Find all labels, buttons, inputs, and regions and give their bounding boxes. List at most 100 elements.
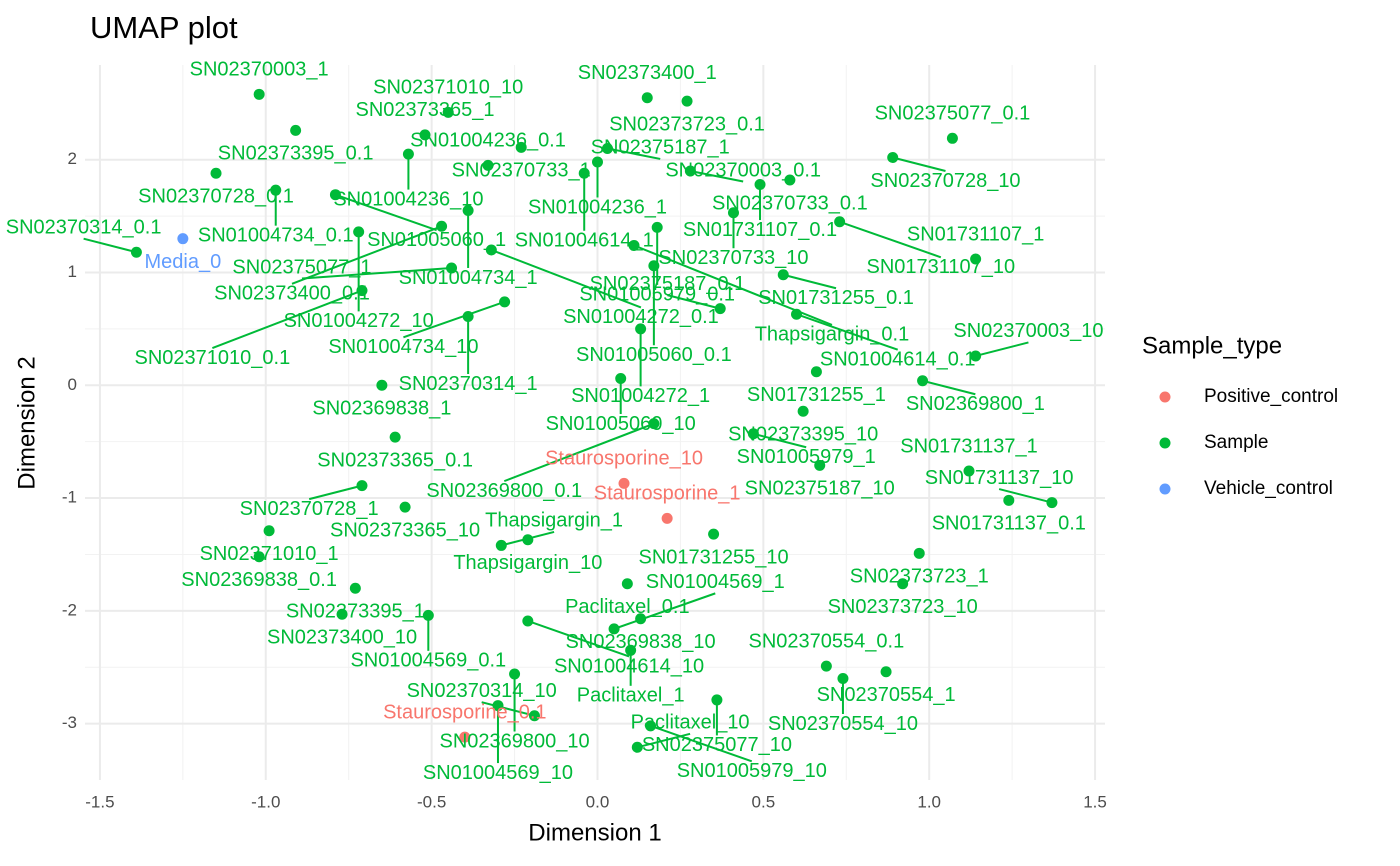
point-label: SN02373400_10 — [267, 627, 417, 649]
label-leader — [481, 701, 535, 717]
legend-label: Sample — [1204, 432, 1268, 453]
point — [336, 608, 348, 620]
point-label: SN01004272_1 — [571, 385, 710, 407]
point-label: SN01004614_10 — [554, 655, 704, 677]
point — [645, 720, 657, 732]
point — [356, 480, 368, 492]
label-leader — [291, 225, 442, 285]
point-label: SN01731255_1 — [747, 384, 886, 406]
point — [578, 167, 590, 179]
label-leader — [650, 724, 753, 763]
point — [635, 323, 647, 335]
point-label: SN02373723_0.1 — [609, 113, 765, 135]
x-tick-label: 0.0 — [586, 792, 610, 811]
point — [270, 184, 282, 196]
point-label: SN01004734_10 — [328, 336, 478, 358]
point-label: Thapsigargin_1 — [485, 510, 623, 532]
label-leader — [922, 379, 976, 396]
point-label: Staurosporine_1 — [594, 483, 741, 505]
x-tick-label: -1.5 — [85, 792, 114, 811]
point-label: SN02370733_1 — [452, 160, 591, 182]
point — [621, 578, 633, 590]
x-tick-label: -1.0 — [251, 792, 280, 811]
point — [495, 539, 507, 551]
point-label: SN01731255_0.1 — [758, 287, 914, 309]
legend-label: Vehicle_control — [1204, 478, 1333, 499]
y-tick-label: -3 — [62, 713, 77, 732]
point-label: SN01004272_0.1 — [563, 306, 719, 328]
point-label: SN02370733_0.1 — [712, 192, 868, 214]
point — [708, 528, 720, 540]
point-label: SN01005060_1 — [367, 229, 506, 251]
point-label: SN01731255_10 — [639, 546, 789, 568]
point — [356, 285, 368, 297]
point — [389, 431, 401, 443]
point-label: SN02370728_0.1 — [138, 186, 294, 208]
point-label: SN01005060_0.1 — [576, 344, 732, 366]
point-label: SN02370314_10 — [407, 680, 557, 702]
point — [130, 246, 142, 258]
point — [641, 92, 653, 104]
point — [887, 151, 899, 163]
labels: Staurosporine_10 Staurosporine_1 Staurospo… — [6, 59, 1104, 784]
point — [648, 260, 660, 272]
point — [422, 609, 434, 621]
point — [631, 741, 643, 753]
point-label: SN01004734_0.1 — [198, 224, 354, 246]
label-leader — [490, 249, 642, 309]
point — [509, 668, 521, 680]
point-label: SN01731107_1 — [907, 223, 1045, 245]
point — [791, 308, 803, 320]
label-leader — [83, 237, 137, 254]
legend-key — [1159, 483, 1171, 495]
point-label: SN01005060_10 — [546, 413, 696, 435]
label-leader — [403, 300, 505, 339]
label-leader — [335, 193, 437, 232]
point — [399, 501, 411, 513]
x-axis-label: Dimension 1 — [528, 819, 661, 846]
label-leader — [301, 266, 452, 280]
point-label: SN01004614_1 — [515, 230, 654, 252]
point-label: SN02370314_0.1 — [6, 216, 162, 238]
label-leader — [998, 488, 1053, 504]
point-label: SN01004272_10 — [284, 310, 434, 332]
point-label: SN01004236_0.1 — [410, 130, 566, 152]
point — [446, 262, 458, 274]
point — [436, 220, 448, 232]
point — [210, 167, 222, 179]
point — [648, 418, 660, 430]
points — [130, 88, 1058, 753]
point — [684, 165, 696, 177]
point-label: SN01731137_1 — [900, 435, 1038, 457]
legend-label: Positive_control — [1204, 386, 1338, 407]
x-tick-label: 0.5 — [752, 792, 776, 811]
point-label: SN02370003_1 — [190, 59, 329, 81]
point-label: Paclitaxel_0.1 — [565, 596, 690, 618]
point-label: SN02373365_0.1 — [317, 449, 473, 471]
point-label: SN02373400_1 — [578, 62, 717, 84]
point — [711, 694, 723, 706]
point — [522, 534, 534, 546]
point — [754, 179, 766, 191]
point — [625, 644, 637, 656]
legend-key — [1159, 391, 1171, 403]
point-label: SN02369800_0.1 — [426, 480, 582, 502]
legend-key — [1159, 437, 1171, 449]
point-label: SN01731137_0.1 — [932, 513, 1086, 535]
point-label: SN02373395_1 — [286, 601, 425, 623]
y-tick-label: -2 — [62, 600, 77, 619]
point-label: SN02375187_0.1 — [590, 273, 746, 295]
point — [946, 132, 958, 144]
point — [727, 207, 739, 219]
point — [1003, 494, 1015, 506]
point — [253, 551, 265, 563]
point — [485, 244, 497, 256]
label-leader — [690, 170, 744, 183]
leaders — [83, 147, 1053, 764]
label-leader — [782, 273, 837, 290]
x-tick-label: 1.0 — [917, 792, 941, 811]
point-label: SN02370003_10 — [953, 320, 1103, 342]
point — [777, 269, 789, 281]
label-leader — [796, 313, 899, 351]
